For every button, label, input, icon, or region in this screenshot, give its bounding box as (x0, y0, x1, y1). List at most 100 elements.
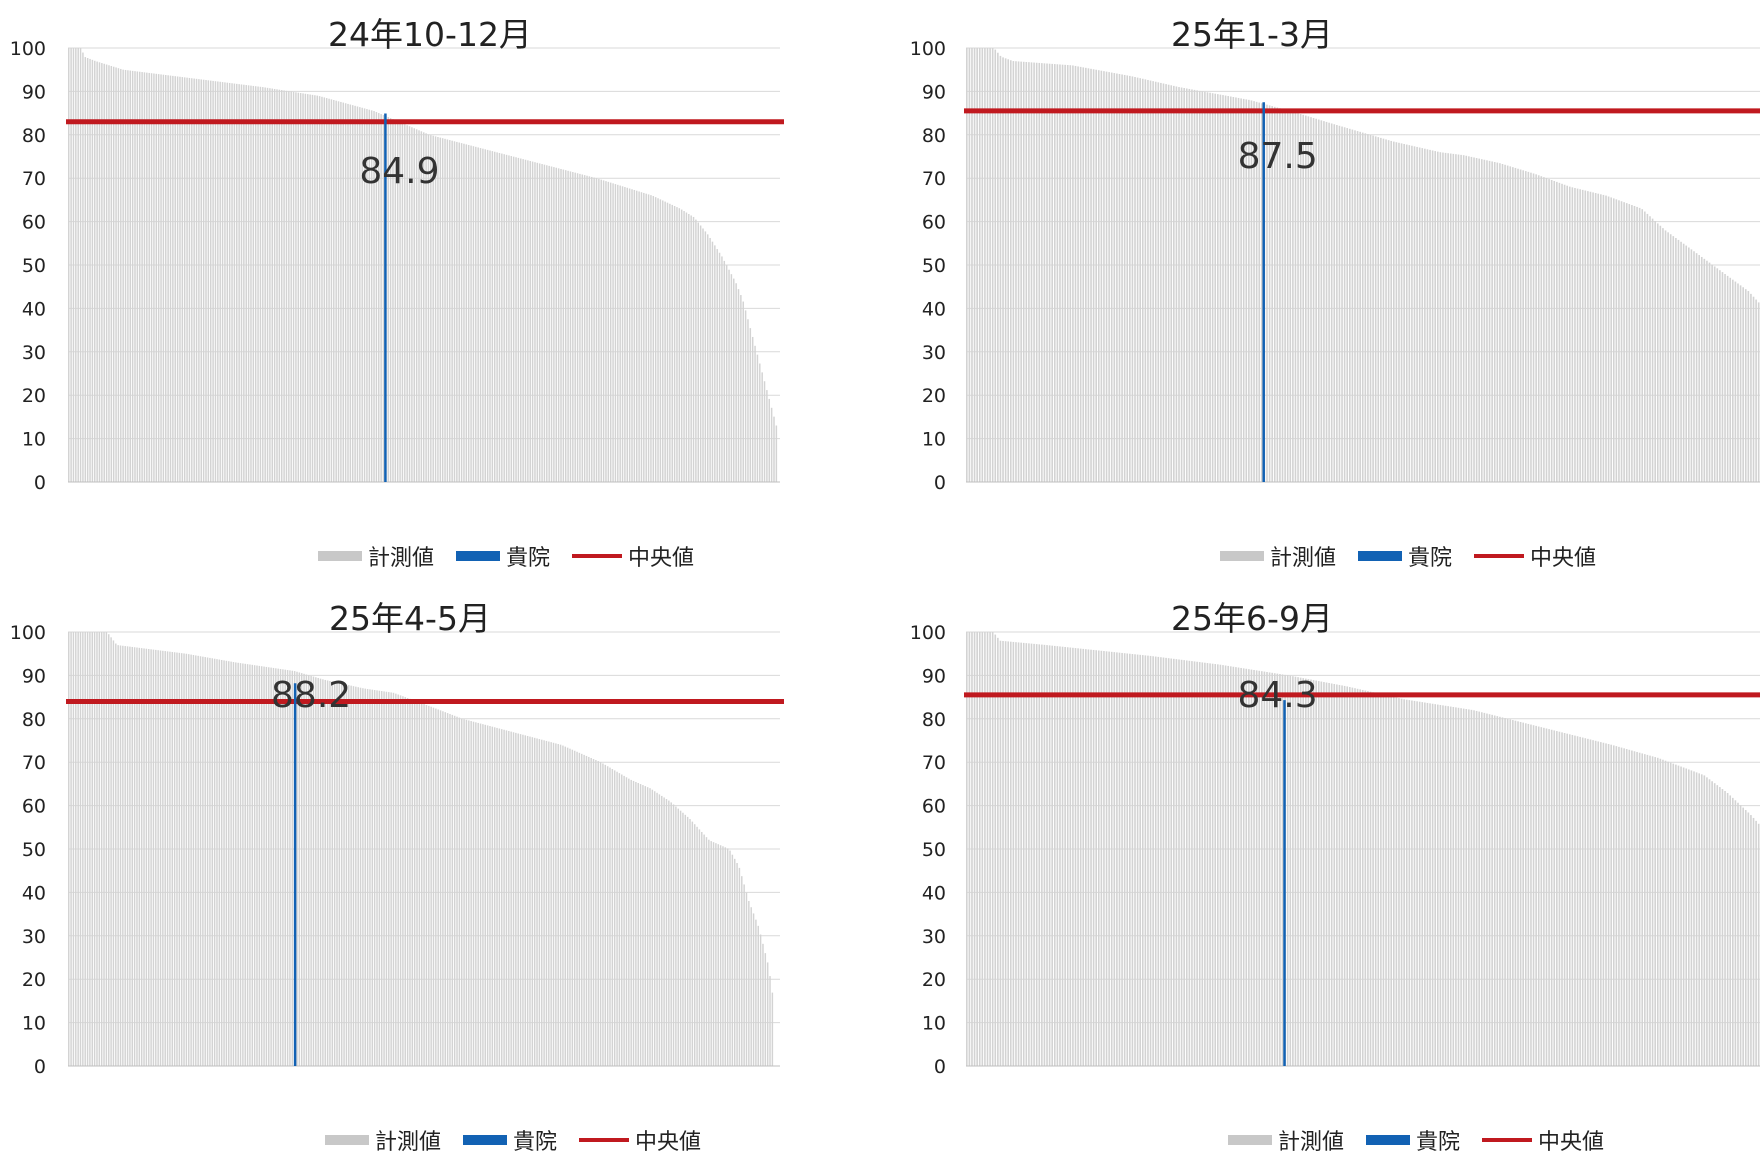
measured-bar (1535, 725, 1537, 1066)
measured-bar (771, 992, 774, 1066)
measured-bar (1607, 744, 1610, 1066)
measured-bar (1605, 743, 1607, 1066)
measured-bar (470, 721, 472, 1066)
measured-bar (680, 209, 683, 483)
legend-measured-label: 計測値 (1278, 1130, 1345, 1155)
legend-measured-label: 計測値 (368, 546, 435, 571)
measured-bar (150, 649, 152, 1066)
measured-bar (1141, 78, 1144, 483)
measured-bar (647, 194, 650, 482)
measured-bar (669, 203, 671, 482)
measured-bar (1545, 728, 1548, 1066)
chart-1-title: 24年10-12月 (328, 15, 532, 54)
measured-bar (291, 670, 294, 1066)
measured-bar (1307, 116, 1310, 482)
measured-bar (1475, 710, 1478, 1066)
measured-bar (70, 632, 72, 1066)
measured-bar (1377, 137, 1380, 482)
measured-bar (1719, 787, 1721, 1066)
measured-bar (545, 740, 548, 1066)
measured-bar (1007, 59, 1010, 483)
measured-bar (309, 94, 311, 482)
y-tick-label: 100 (910, 622, 946, 644)
measured-bar (297, 92, 300, 482)
y-tick-label: 30 (22, 342, 46, 364)
measured-bar (1462, 155, 1465, 482)
measured-bar (658, 794, 661, 1066)
measured-bar (1105, 71, 1108, 482)
measured-bar (1165, 84, 1167, 483)
measured-bar (378, 690, 381, 1066)
measured-bar (527, 160, 529, 482)
measured-bar (1012, 641, 1015, 1066)
measured-bar (1305, 678, 1307, 1066)
measured-bar (1116, 73, 1118, 482)
measured-bar (699, 225, 702, 483)
measured-bar (533, 737, 536, 1066)
measured-bar (1250, 100, 1253, 482)
measured-bar (460, 143, 463, 482)
measured-bar (1059, 64, 1061, 482)
measured-bar (1302, 678, 1305, 1066)
measured-bar (1258, 670, 1261, 1066)
measured-bar (1470, 156, 1473, 482)
bars-group (68, 632, 774, 1066)
measured-bar (1165, 657, 1167, 1066)
measured-bar (77, 48, 79, 482)
measured-bar (153, 73, 155, 482)
measured-bar (637, 783, 639, 1066)
measured-bar (1017, 61, 1020, 482)
measured-bar (110, 637, 112, 1066)
measured-bar (369, 689, 371, 1066)
measured-bar (1465, 709, 1468, 1066)
measured-bar (89, 632, 91, 1066)
measured-bar (383, 691, 385, 1066)
measured-bar (388, 692, 390, 1066)
measured-bar (1742, 807, 1744, 1066)
measured-bar (1654, 757, 1656, 1066)
measured-bar (1033, 62, 1035, 482)
measured-bar (510, 731, 512, 1066)
measured-bar (971, 48, 973, 482)
measured-bar (413, 128, 416, 482)
measured-bar (614, 184, 617, 483)
measured-bar (738, 867, 741, 1066)
measured-bar (1048, 645, 1051, 1066)
measured-bar (131, 646, 133, 1066)
measured-bar (665, 799, 668, 1066)
measured-bar (1312, 680, 1315, 1066)
measured-bar (84, 632, 86, 1066)
measured-bar (477, 722, 479, 1066)
measured-bar (236, 83, 238, 482)
measured-bar (1418, 147, 1421, 482)
measured-bar (1248, 669, 1250, 1066)
measured-bar (1706, 777, 1708, 1066)
measured-bar (733, 858, 736, 1066)
measured-bar (82, 632, 84, 1066)
measured-bar (624, 187, 626, 482)
measured-bar (1703, 258, 1706, 482)
measured-bar (1473, 157, 1475, 482)
measured-bar (730, 274, 733, 482)
measured-bar (430, 135, 432, 482)
measured-bar (456, 141, 458, 483)
measured-bar (1698, 255, 1700, 482)
measured-bar (1475, 158, 1478, 482)
measured-bar (505, 154, 508, 483)
measured-bar (1700, 256, 1703, 482)
measured-bar (305, 674, 308, 1066)
measured-bar (612, 183, 614, 482)
measured-bar (1245, 668, 1248, 1066)
measured-bar (1030, 62, 1033, 483)
measured-bar (1597, 193, 1600, 482)
measured-bar (247, 85, 250, 483)
measured-bar (91, 632, 93, 1066)
measured-bar (1038, 644, 1041, 1066)
measured-bar (1317, 119, 1320, 482)
measured-bar (1543, 177, 1545, 482)
measured-bar (731, 854, 734, 1066)
measured-bar (633, 189, 636, 482)
measured-bar (456, 716, 458, 1066)
measured-bar (1512, 720, 1514, 1066)
measured-bar (1527, 723, 1530, 1066)
